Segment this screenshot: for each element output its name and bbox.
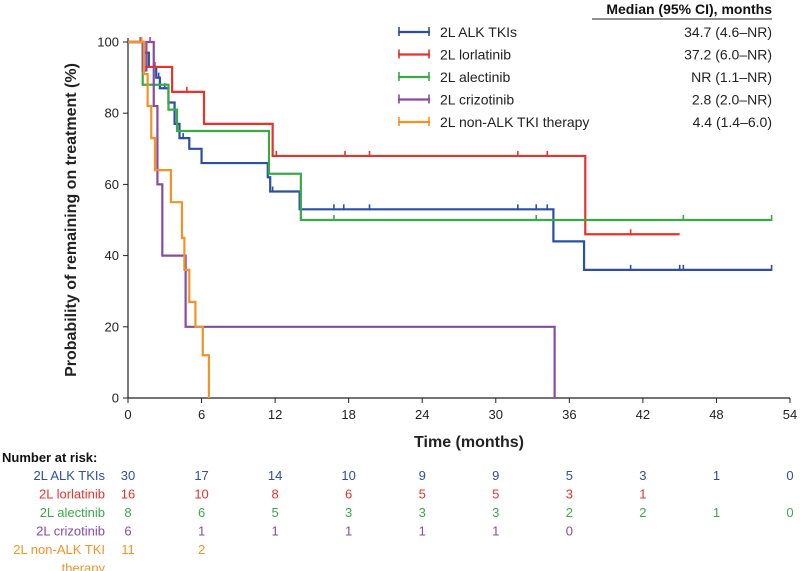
legend-label-2l-crizotinib: 2L crizotinib — [440, 92, 514, 108]
risk-value-2l-crizotinib: 6 — [124, 524, 131, 539]
risk-value-2l-crizotinib: 1 — [271, 524, 278, 539]
median-value-2l-crizotinib: 2.8 (2.0–NR) — [692, 92, 772, 108]
risk-value-2l-alectinib: 8 — [124, 505, 131, 520]
risk-value-2l-crizotinib: 1 — [419, 524, 426, 539]
risk-value-2l-non-alk-tki-therapy: 11 — [121, 542, 135, 557]
risk-row-label-cont-2l-non-alk-tki-therapy: therapy — [62, 561, 106, 571]
risk-value-2l-lorlatinib: 1 — [639, 487, 646, 502]
risk-value-2l-alk-tkis: 10 — [341, 468, 355, 483]
risk-row-label-2l-non-alk-tki-therapy: 2L non-ALK TKI — [13, 542, 105, 557]
risk-row-label-2l-alectinib: 2L alectinib — [40, 505, 105, 520]
risk-value-2l-alectinib: 5 — [271, 505, 278, 520]
x-tick-label: 30 — [489, 407, 503, 422]
risk-value-2l-alectinib: 3 — [345, 505, 352, 520]
legend-label-2l-non-alk-tki-therapy: 2L non-ALK TKI therapy — [440, 114, 589, 130]
legend: Median (95% CI), months 2L ALK TKIs 34.7 (… — [398, 1, 772, 130]
risk-value-2l-lorlatinib: 5 — [419, 487, 426, 502]
y-tick-label: 100 — [97, 35, 119, 50]
risk-value-2l-lorlatinib: 16 — [121, 487, 135, 502]
legend-label-2l-alectinib: 2L alectinib — [440, 69, 511, 85]
x-tick-label: 24 — [415, 407, 429, 422]
risk-value-2l-non-alk-tki-therapy: 2 — [198, 542, 205, 557]
x-tick-label: 42 — [636, 407, 650, 422]
x-tick-label: 36 — [562, 407, 576, 422]
x-tick-label: 48 — [709, 407, 723, 422]
risk-value-2l-alk-tkis: 14 — [268, 468, 282, 483]
median-value-2l-alk-tkis: 34.7 (4.6–NR) — [684, 24, 772, 40]
risk-value-2l-alk-tkis: 17 — [194, 468, 208, 483]
x-tick-label: 0 — [124, 407, 131, 422]
risk-row-label-2l-alk-tkis: 2L ALK TKIs — [33, 468, 105, 483]
risk-table: Number at risk:2L ALK TKIs 30 17 14 10 9 9 5 3 1 0… — [2, 450, 794, 571]
risk-value-2l-alectinib: 2 — [566, 505, 573, 520]
risk-value-2l-alk-tkis: 9 — [492, 468, 499, 483]
x-tick-label: 18 — [341, 407, 355, 422]
risk-value-2l-alectinib: 3 — [492, 505, 499, 520]
axes: 0 6 12 18 24 30 36 42 48 54 0 20 40 60 80 100 Time (mont… — [63, 35, 797, 452]
survival-curves — [128, 37, 773, 398]
y-tick-label: 20 — [105, 319, 119, 334]
x-tick-label: 6 — [198, 407, 205, 422]
risk-value-2l-crizotinib: 0 — [566, 524, 573, 539]
risk-row-label-2l-lorlatinib: 2L lorlatinib — [39, 487, 105, 502]
risk-value-2l-alectinib: 2 — [639, 505, 646, 520]
y-tick-label: 40 — [105, 248, 119, 263]
risk-value-2l-lorlatinib: 5 — [492, 487, 499, 502]
risk-value-2l-crizotinib: 1 — [345, 524, 352, 539]
median-value-2l-non-alk-tki-therapy: 4.4 (1.4–6.0) — [693, 114, 772, 130]
y-tick-label: 0 — [112, 391, 119, 406]
median-value-2l-alectinib: NR (1.1–NR) — [691, 69, 772, 85]
risk-value-2l-lorlatinib: 10 — [194, 487, 208, 502]
risk-value-2l-alk-tkis: 0 — [786, 468, 793, 483]
risk-value-2l-alectinib: 3 — [419, 505, 426, 520]
risk-value-2l-alk-tkis: 9 — [419, 468, 426, 483]
risk-value-2l-alectinib: 0 — [786, 505, 793, 520]
risk-value-2l-alk-tkis: 5 — [566, 468, 573, 483]
curve-2l-lorlatinib — [128, 40, 680, 236]
risk-value-2l-crizotinib: 1 — [198, 524, 205, 539]
risk-value-2l-alk-tkis: 3 — [639, 468, 646, 483]
y-axis-title: Probability of remaining on treatment (%… — [63, 63, 80, 377]
risk-value-2l-alk-tkis: 1 — [713, 468, 720, 483]
curve-2l-non-alk-tki-therapy — [128, 40, 211, 398]
curve-2l-crizotinib — [128, 40, 556, 398]
risk-value-2l-lorlatinib: 8 — [271, 487, 278, 502]
risk-value-2l-alk-tkis: 30 — [121, 468, 135, 483]
median-header: Median (95% CI), months — [606, 1, 772, 17]
risk-value-2l-crizotinib: 1 — [492, 524, 499, 539]
x-axis-title: Time (months) — [414, 434, 524, 451]
legend-label-2l-alk-tkis: 2L ALK TKIs — [440, 24, 517, 40]
x-tick-label: 54 — [783, 407, 797, 422]
y-tick-label: 80 — [105, 106, 119, 121]
risk-row-label-2l-crizotinib: 2L crizotinib — [36, 524, 105, 539]
x-tick-label: 12 — [268, 407, 282, 422]
risk-table-header: Number at risk: — [2, 450, 97, 465]
risk-value-2l-lorlatinib: 3 — [566, 487, 573, 502]
risk-value-2l-lorlatinib: 6 — [345, 487, 352, 502]
y-tick-label: 60 — [105, 177, 119, 192]
risk-value-2l-alectinib: 1 — [713, 505, 720, 520]
legend-label-2l-lorlatinib: 2L lorlatinib — [440, 47, 511, 63]
risk-value-2l-alectinib: 6 — [198, 505, 205, 520]
median-value-2l-lorlatinib: 37.2 (6.0–NR) — [684, 47, 772, 63]
